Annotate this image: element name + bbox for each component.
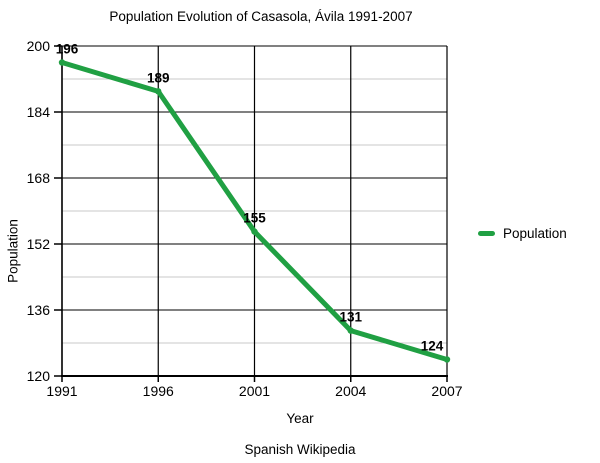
y-tick-label: 168 <box>27 170 51 186</box>
legend: Population <box>478 226 567 241</box>
legend-line-swatch-icon <box>478 231 495 236</box>
data-point-label: 155 <box>243 211 266 226</box>
y-tick-label: 152 <box>27 236 51 252</box>
y-tick-label: 136 <box>27 302 51 318</box>
y-tick-label: 200 <box>27 38 51 54</box>
data-point-label: 131 <box>339 310 362 325</box>
x-axis-title: Year <box>286 411 314 426</box>
data-point-marker <box>347 327 354 334</box>
x-tick-label: 1991 <box>46 383 77 399</box>
source-caption: Spanish Wikipedia <box>244 442 356 457</box>
data-point-marker <box>58 59 66 66</box>
data-point-label: 189 <box>147 70 170 85</box>
data-point-marker <box>443 356 451 363</box>
x-tick-label: 2004 <box>335 383 366 399</box>
data-point-marker <box>251 228 258 235</box>
y-tick-label: 120 <box>27 368 51 384</box>
data-point-label: 124 <box>421 339 444 354</box>
x-tick-label: 2007 <box>431 383 462 399</box>
legend-label: Population <box>503 226 567 241</box>
data-point-marker <box>155 88 162 95</box>
x-tick-label: 1996 <box>143 383 174 399</box>
y-tick-label: 184 <box>27 104 51 120</box>
x-tick-label: 2001 <box>239 383 270 399</box>
chart-title: Population Evolution of Casasola, Ávila … <box>109 9 413 24</box>
data-point-label: 196 <box>56 42 79 57</box>
